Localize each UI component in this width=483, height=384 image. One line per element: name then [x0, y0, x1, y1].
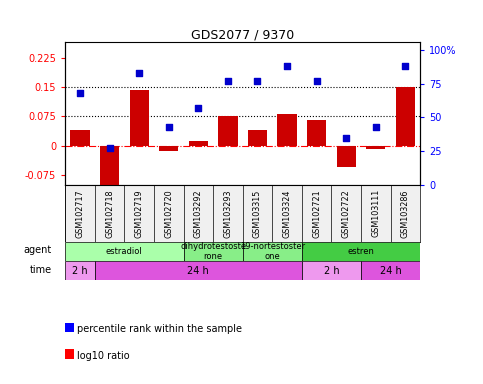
- Point: [342, 134, 350, 141]
- Bar: [366, 146, 385, 149]
- Bar: [95, 261, 302, 280]
- Text: estradiol: estradiol: [106, 247, 143, 256]
- Text: dihydrotestoste
rone: dihydrotestoste rone: [180, 242, 246, 261]
- Text: GSM102720: GSM102720: [164, 189, 173, 238]
- Point: [165, 124, 172, 130]
- Text: time: time: [30, 265, 52, 275]
- Bar: [242, 242, 302, 261]
- Text: GSM102721: GSM102721: [312, 189, 321, 238]
- Point: [313, 78, 321, 84]
- Bar: [277, 114, 297, 146]
- Bar: [65, 242, 184, 261]
- Text: GSM103315: GSM103315: [253, 189, 262, 237]
- Bar: [100, 146, 119, 185]
- Text: GSM103293: GSM103293: [224, 189, 232, 238]
- Text: GSM102718: GSM102718: [105, 189, 114, 238]
- Bar: [396, 87, 415, 146]
- Point: [106, 145, 114, 151]
- Text: GSM103292: GSM103292: [194, 189, 203, 238]
- Point: [401, 63, 409, 70]
- Bar: [129, 90, 149, 146]
- Text: GSM103111: GSM103111: [371, 189, 380, 237]
- Bar: [184, 242, 242, 261]
- Text: 2 h: 2 h: [324, 266, 339, 276]
- Bar: [361, 261, 420, 280]
- Text: agent: agent: [24, 245, 52, 255]
- Bar: [302, 261, 361, 280]
- Bar: [159, 146, 178, 151]
- Bar: [71, 130, 90, 146]
- Bar: [65, 261, 95, 280]
- Text: estren: estren: [348, 247, 374, 256]
- Text: log10 ratio: log10 ratio: [77, 351, 130, 361]
- Text: 24 h: 24 h: [380, 266, 401, 276]
- Text: GSM102719: GSM102719: [135, 189, 143, 238]
- Text: GSM103286: GSM103286: [401, 189, 410, 237]
- Point: [283, 63, 291, 70]
- Bar: [307, 120, 327, 146]
- Point: [195, 105, 202, 111]
- Point: [76, 90, 84, 96]
- Point: [135, 70, 143, 76]
- Point: [224, 78, 232, 84]
- Bar: [337, 146, 356, 167]
- Text: GSM102722: GSM102722: [342, 189, 351, 238]
- Bar: [218, 116, 238, 146]
- Point: [372, 124, 380, 130]
- Bar: [302, 242, 420, 261]
- Bar: [248, 130, 267, 146]
- Text: 19-nortestoster
one: 19-nortestoster one: [240, 242, 305, 261]
- Text: GSM102717: GSM102717: [75, 189, 85, 238]
- Point: [254, 78, 261, 84]
- Text: percentile rank within the sample: percentile rank within the sample: [77, 324, 242, 334]
- Bar: [189, 141, 208, 146]
- Title: GDS2077 / 9370: GDS2077 / 9370: [191, 28, 294, 41]
- Text: 2 h: 2 h: [72, 266, 88, 276]
- Text: 24 h: 24 h: [187, 266, 209, 276]
- Text: GSM103324: GSM103324: [283, 189, 292, 237]
